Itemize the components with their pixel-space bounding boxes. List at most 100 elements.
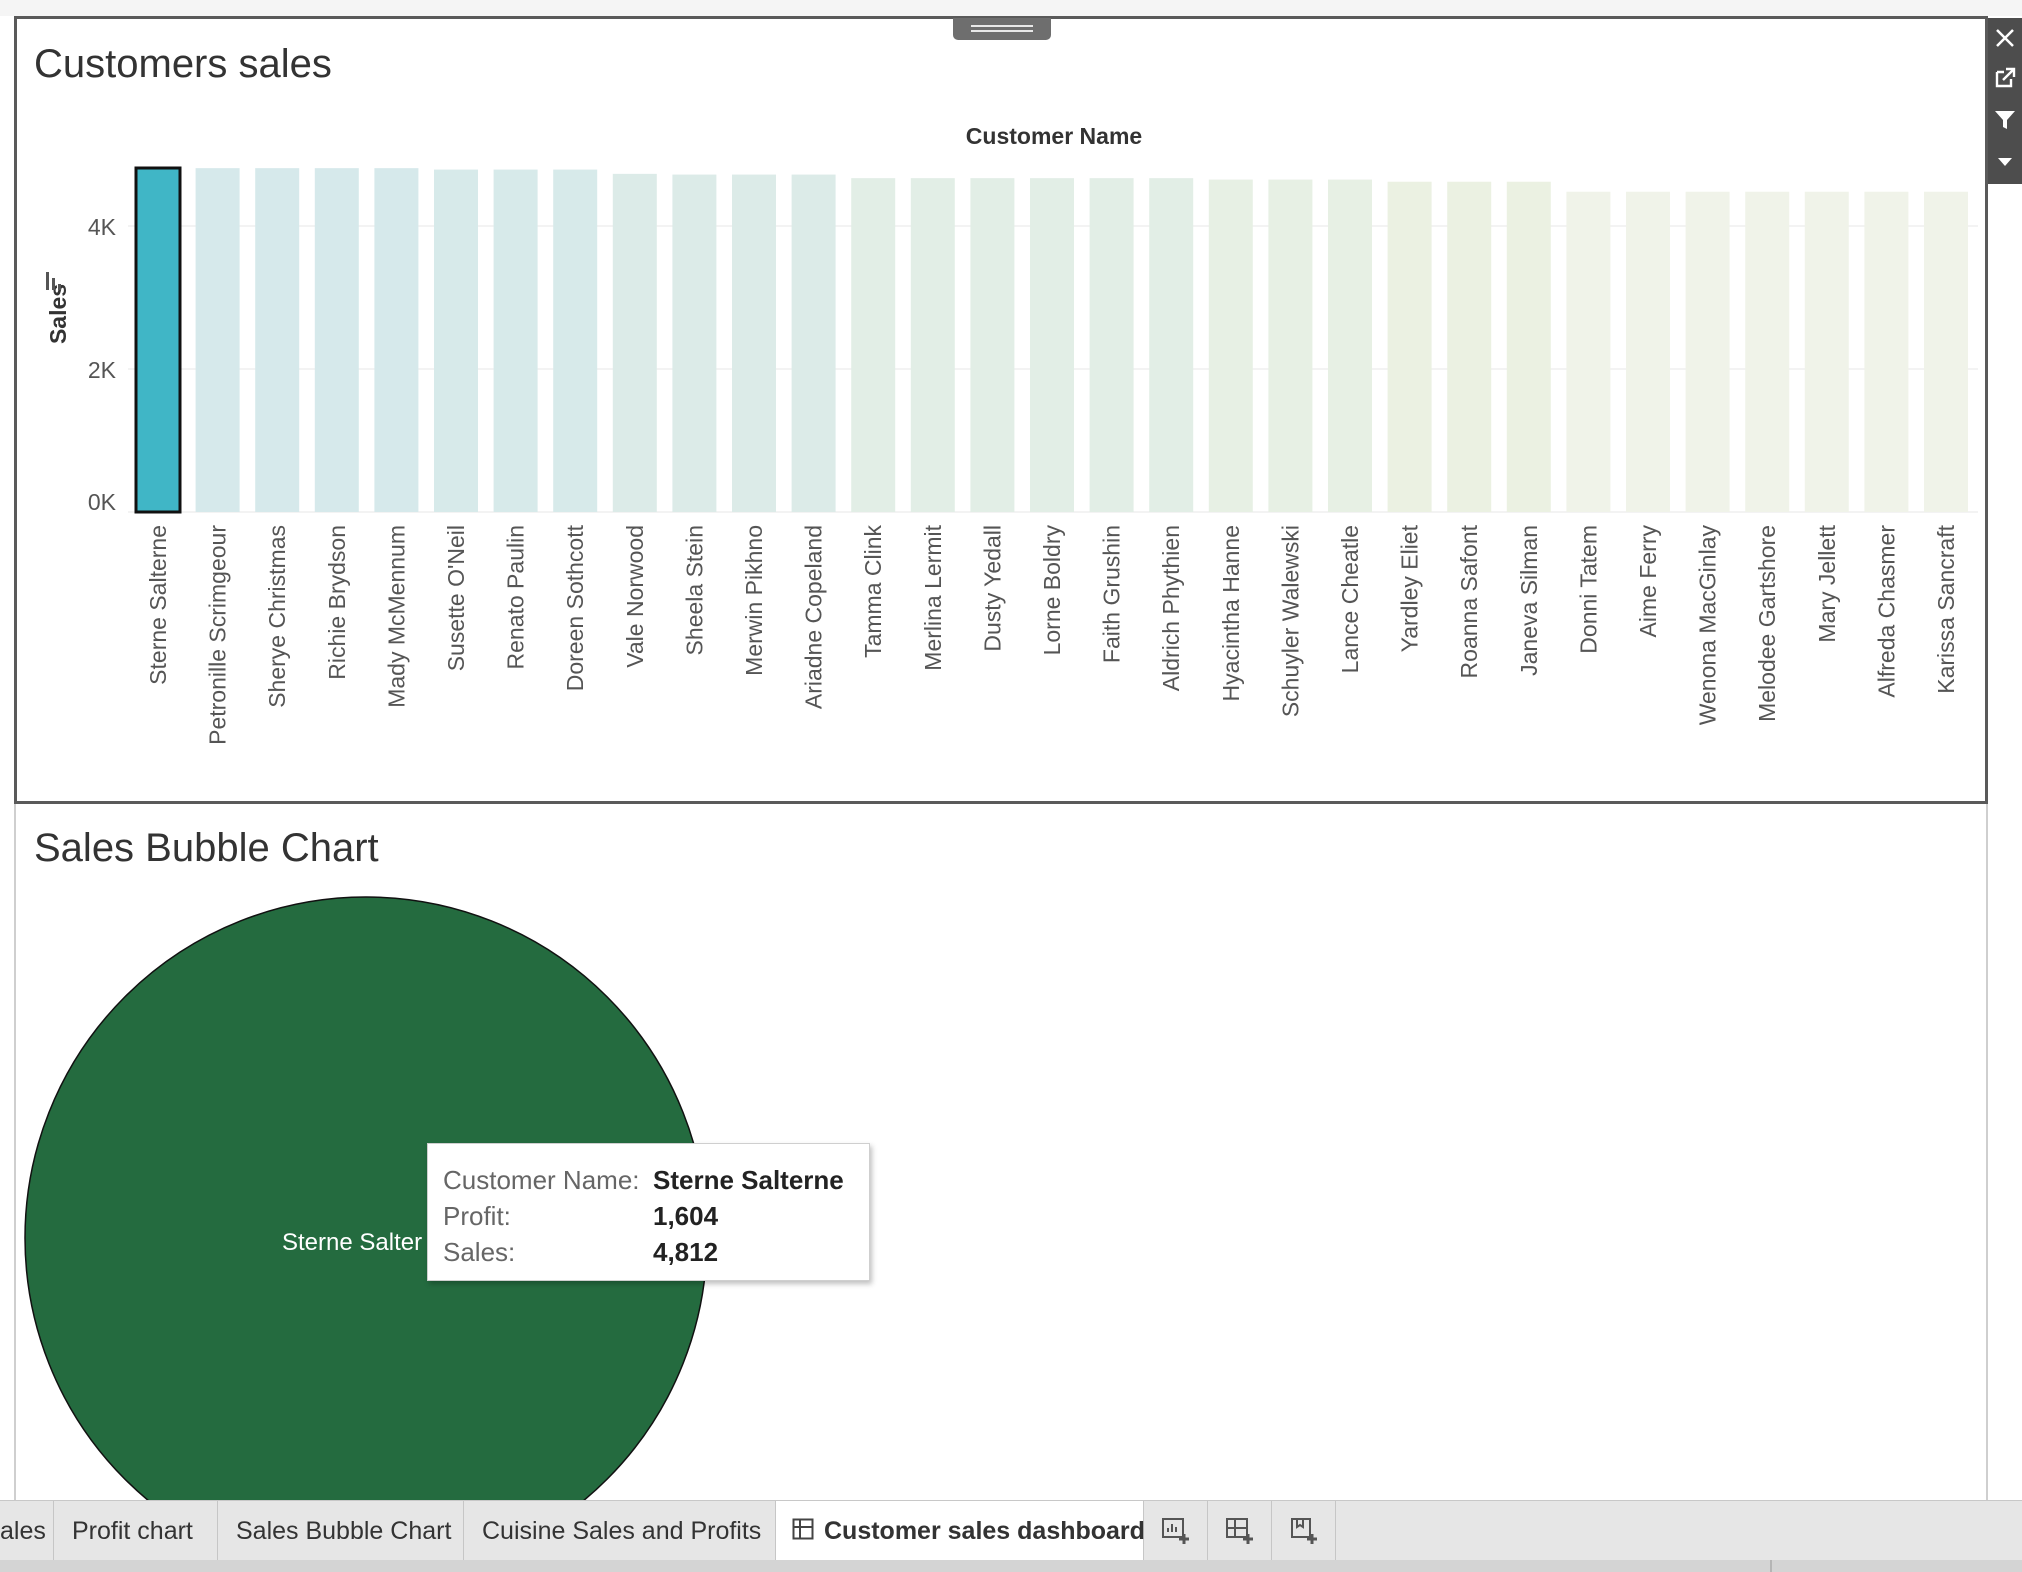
bottom-status-strip xyxy=(0,1560,2022,1572)
bar-karissa-sancraft[interactable] xyxy=(1924,191,1968,512)
dashboard-grid-icon xyxy=(792,1502,814,1562)
bar-tamma-clink[interactable] xyxy=(851,178,896,512)
tooltip-value: Sterne Salterne xyxy=(653,1165,844,1195)
x-tick-label[interactable]: Mary Jellett xyxy=(1814,524,1840,642)
x-tick-label[interactable]: Aime Ferry xyxy=(1635,525,1661,638)
x-tick-label[interactable]: Yardley Eliet xyxy=(1397,524,1423,652)
x-tick-label[interactable]: Alfreda Chasmer xyxy=(1873,525,1899,698)
x-tick-label[interactable]: Renato Paulin xyxy=(503,525,529,670)
top-strip xyxy=(0,0,2022,16)
y-tick-label: 4K xyxy=(88,214,117,240)
x-tick-label[interactable]: Doreen Sothcott xyxy=(562,524,588,691)
x-tick-label[interactable]: Tamma Clink xyxy=(860,525,886,658)
bar-merwin-pikhno[interactable] xyxy=(732,174,776,512)
bar-dusty-yedall[interactable] xyxy=(970,178,1015,512)
x-tick-label[interactable]: Roanna Safont xyxy=(1456,524,1482,678)
x-tick-label[interactable]: Sterne Salterne xyxy=(145,525,171,685)
bar-janeva-silman[interactable] xyxy=(1506,181,1551,512)
bar-petronille-scrimgeour[interactable] xyxy=(195,168,240,512)
sort-descending-icon[interactable] xyxy=(46,272,61,290)
dropdown-arrow-icon[interactable] xyxy=(1988,142,2022,182)
x-tick-label[interactable]: Faith Grushin xyxy=(1099,525,1125,663)
x-tick-label[interactable]: Merlina Lermit xyxy=(920,524,946,670)
x-tick-label[interactable]: Melodee Gartshore xyxy=(1754,525,1780,722)
bar-sterne-salterne[interactable] xyxy=(134,166,182,514)
tooltip-row-profit: Profit: 1,604 xyxy=(428,1198,869,1234)
x-tick-label[interactable]: Janeva Silman xyxy=(1516,525,1542,676)
y-axis-title: Sales xyxy=(45,284,71,344)
bar-mary-jellett[interactable] xyxy=(1804,191,1849,512)
x-tick-label[interactable]: Susette O'Neil xyxy=(443,525,469,671)
x-tick-label[interactable]: Ariadne Copeland xyxy=(801,525,827,709)
bar-ariadne-copeland[interactable] xyxy=(791,174,836,512)
move-handle[interactable] xyxy=(953,18,1051,40)
x-tick-label[interactable]: Vale Norwood xyxy=(622,525,648,668)
bar-vale-norwood[interactable] xyxy=(612,173,657,513)
bar-roanna-safont[interactable] xyxy=(1447,181,1492,512)
bar-lance-cheatle[interactable] xyxy=(1328,179,1372,512)
bar-yardley-eliet[interactable] xyxy=(1387,181,1432,512)
x-tick-label[interactable]: Karissa Sancraft xyxy=(1933,524,1959,693)
tab-cuisine-sales-and-profits[interactable]: Cuisine Sales and Profits xyxy=(464,1501,776,1561)
x-tick-label[interactable]: Donni Tatem xyxy=(1575,525,1601,654)
bar-faith-grushin[interactable] xyxy=(1089,178,1134,512)
x-tick-label[interactable]: Merwin Pikhno xyxy=(741,525,767,676)
bar-hyacintha-hanne[interactable] xyxy=(1208,179,1253,512)
x-tick-label[interactable]: Sheela Stein xyxy=(681,525,707,655)
tooltip: Customer Name: Sterne Salterne Profit: 1… xyxy=(427,1143,870,1281)
tab-sales-bubble-chart[interactable]: Sales Bubble Chart xyxy=(218,1501,464,1561)
x-tick-label[interactable]: Schuyler Walewski xyxy=(1277,525,1303,717)
x-tick-label[interactable]: Wenona MacGinlay xyxy=(1695,525,1721,726)
tooltip-row-sales: Sales: 4,812 xyxy=(428,1234,869,1270)
new-story-button[interactable] xyxy=(1272,1501,1336,1561)
x-tick-label[interactable]: Hyacintha Hanne xyxy=(1218,525,1244,701)
x-tick-label[interactable]: Dusty Yedall xyxy=(979,525,1005,652)
tooltip-row-customer: Customer Name: Sterne Salterne xyxy=(428,1162,869,1198)
sales-bubble-chart: Sterne Salter xyxy=(24,896,708,1500)
bar-richie-brydson[interactable] xyxy=(314,168,359,512)
x-tick-label[interactable]: Aldrich Phythien xyxy=(1158,525,1184,691)
tab-sales[interactable]: ales xyxy=(0,1501,54,1561)
tooltip-key: Profit: xyxy=(443,1201,511,1231)
bar-aime-ferry[interactable] xyxy=(1626,191,1670,512)
bar-lorne-boldry[interactable] xyxy=(1030,178,1074,512)
bar-alfreda-chasmer[interactable] xyxy=(1864,191,1909,512)
external-link-icon[interactable] xyxy=(1988,58,2022,98)
bar-susette-o-neil[interactable] xyxy=(434,169,478,512)
filter-icon[interactable] xyxy=(1988,100,2022,140)
tooltip-value: 4,812 xyxy=(653,1237,719,1267)
bar-schuyler-walewski[interactable] xyxy=(1268,179,1313,512)
bar-melodee-gartshore[interactable] xyxy=(1745,191,1790,512)
tooltip-key: Sales: xyxy=(443,1237,516,1267)
bar-wenona-macginlay[interactable] xyxy=(1685,191,1730,512)
customers-sales-bar-chart: 0K 2K 4K Sterne Salterne Petronille Scrimge… xyxy=(45,123,1978,745)
x-tick-label[interactable]: Lance Cheatle xyxy=(1337,525,1363,673)
x-axis-title: Customer Name xyxy=(966,123,1142,149)
new-worksheet-button[interactable] xyxy=(1144,1501,1208,1561)
bar-sherye-christmas[interactable] xyxy=(255,168,300,512)
x-tick-label[interactable]: Petronille Scrimgeour xyxy=(205,525,231,745)
bar-donni-tatem[interactable] xyxy=(1566,191,1611,512)
x-tick-label[interactable]: Sherye Christmas xyxy=(264,525,290,708)
y-tick-label: 2K xyxy=(88,357,117,383)
y-tick-label: 0K xyxy=(88,489,117,515)
x-tick-label[interactable]: Mady McMennum xyxy=(383,525,409,708)
x-tick-label[interactable]: Lorne Boldry xyxy=(1039,525,1065,656)
new-dashboard-button[interactable] xyxy=(1208,1501,1272,1561)
new-story-icon xyxy=(1290,1518,1317,1544)
tooltip-value: 1,604 xyxy=(653,1201,719,1231)
tab-profit-chart[interactable]: Profit chart xyxy=(54,1501,218,1561)
bar-merlina-lermit[interactable] xyxy=(910,178,955,512)
tab-label: ales xyxy=(0,1517,46,1545)
bubble-chart-title: Sales Bubble Chart xyxy=(34,826,379,870)
bar-sheela-stein[interactable] xyxy=(672,174,717,512)
x-tick-label[interactable]: Richie Brydson xyxy=(324,525,350,680)
close-icon[interactable] xyxy=(1988,18,2022,58)
bar-renato-paulin[interactable] xyxy=(493,169,538,512)
tab-customer-sales-dashboard[interactable]: Customer sales dashboard xyxy=(776,1501,1145,1562)
bar-doreen-sothcott[interactable] xyxy=(553,169,598,512)
bar-mady-mcmennum[interactable] xyxy=(374,168,419,512)
bar-aldrich-phythien[interactable] xyxy=(1149,178,1194,512)
sheet-tab-bar: ales Profit chart Sales Bubble Chart Cui… xyxy=(0,1500,2022,1561)
tab-label: Profit chart xyxy=(72,1517,193,1545)
